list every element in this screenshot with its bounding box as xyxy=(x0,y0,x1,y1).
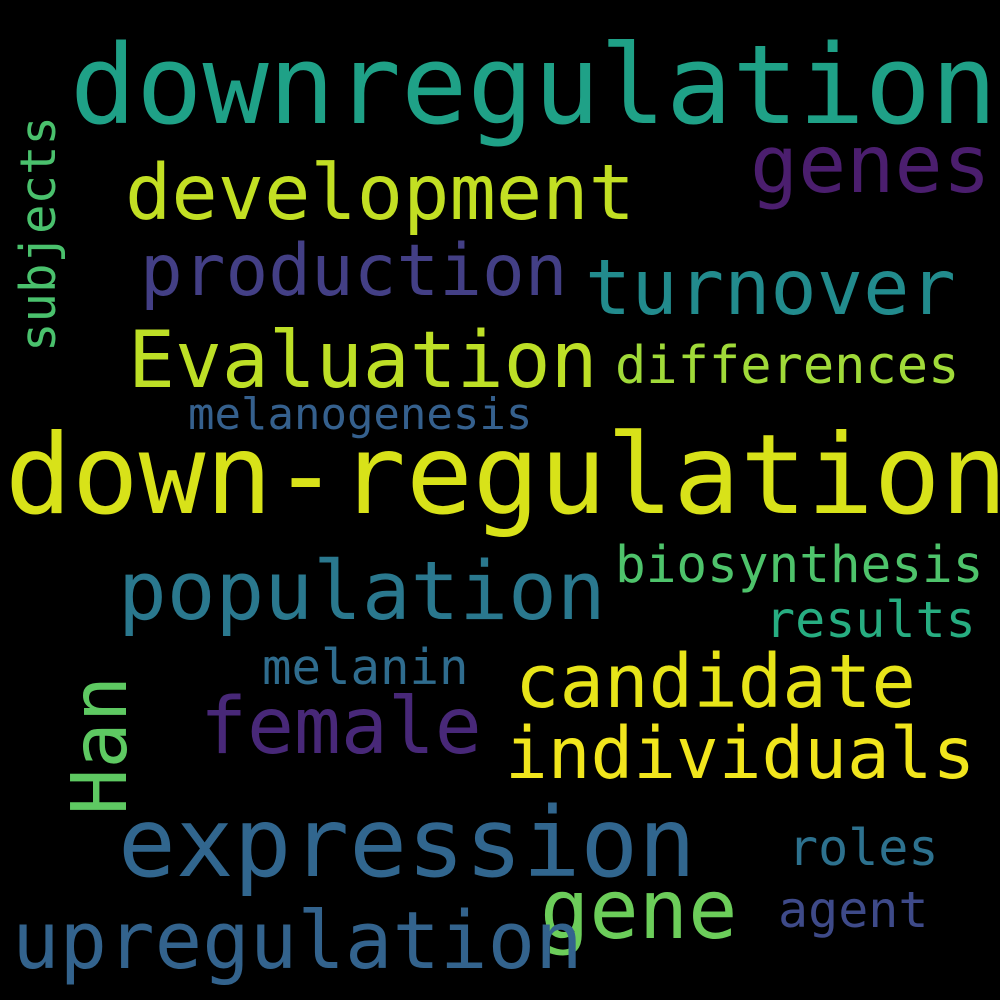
word-evaluation: Evaluation xyxy=(128,316,598,406)
word-downregulation: downregulation xyxy=(70,21,998,149)
word-candidate: candidate xyxy=(515,639,916,725)
word-agent: agent xyxy=(778,881,929,939)
word-results: results xyxy=(765,591,976,649)
word-roles: roles xyxy=(788,819,939,877)
word-upregulation: upregulation xyxy=(12,895,583,987)
word-individuals: individuals xyxy=(505,712,976,795)
word-female: female xyxy=(200,682,482,772)
word-population: population xyxy=(118,545,606,639)
word-biosynthesis: biosynthesis xyxy=(615,536,984,595)
word-production: production xyxy=(140,229,568,312)
word-down-regulation: down-regulation xyxy=(5,411,1000,540)
word-genes: genes xyxy=(750,118,991,211)
word-subjects: subjects xyxy=(10,115,67,352)
word-melanin: melanin xyxy=(262,639,469,696)
word-development: development xyxy=(125,149,635,238)
word-turnover: turnover xyxy=(585,244,956,333)
word-gene: gene xyxy=(540,863,738,958)
word-expression: expression xyxy=(118,787,696,899)
word-melanogenesis: melanogenesis xyxy=(188,389,533,440)
word-differences: differences xyxy=(615,336,960,396)
